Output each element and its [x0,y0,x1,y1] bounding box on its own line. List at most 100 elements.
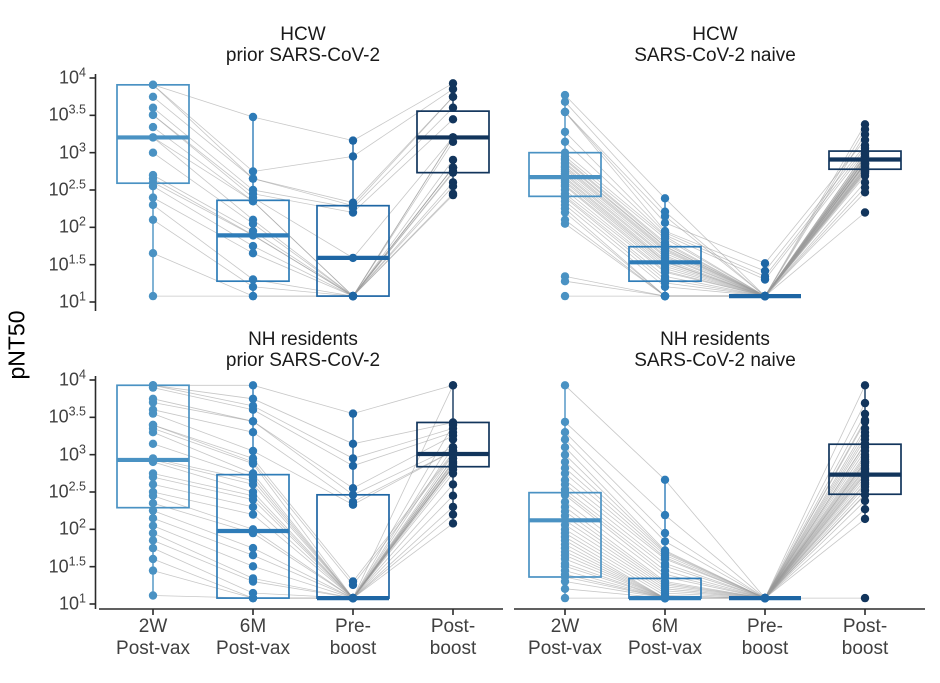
data-point [860,159,870,168]
data-point [660,218,670,227]
data-point [148,110,158,120]
subject-trajectory-line [152,167,454,297]
subject-trajectory-line [152,194,454,297]
subject-trajectory-line [153,384,454,415]
data-point [860,469,870,478]
data-point [148,514,158,523]
x-tick-label-line: Pre- [747,616,783,637]
data-point [248,275,258,284]
data-point [248,381,258,390]
data-point [248,459,258,468]
data-point [560,208,570,217]
subject-trajectory-line [152,387,454,467]
data-point [560,435,570,444]
data-point [560,577,570,586]
data-point [860,514,870,524]
subject-trajectory-line [152,424,454,599]
data-point [448,491,458,500]
data-point [448,92,458,102]
subject-trajectory-line [152,409,454,503]
data-point [148,591,158,600]
data-point [148,148,158,157]
data-point [560,450,570,459]
subject-trajectory-line [152,107,454,209]
subject-trajectory-line [564,458,866,599]
data-point [248,417,258,426]
data-point [660,212,670,221]
data-point [660,537,670,546]
data-point [560,428,570,437]
data-point [148,472,158,482]
data-point [148,566,158,575]
data-point [248,480,258,489]
data-point [448,168,458,177]
data-point [248,446,258,456]
data-point [448,502,458,512]
x-tick-label-line: Post- [842,616,888,637]
data-point [560,97,570,107]
data-point [348,454,358,463]
x-tick-label-line: Post- [430,616,476,637]
data-point [148,103,158,112]
panel-title-line: HCW [280,24,326,45]
panel-title-nh-prior: NH residents prior SARS-CoV-2 [143,329,463,371]
data-point [860,208,870,217]
x-tick-label: Pre-boost [291,616,415,660]
data-point [248,197,258,206]
data-point [248,219,258,228]
y-tick-label: 102 [59,516,86,539]
subject-trajectory-line [152,137,454,297]
subject-trajectory-line [152,84,454,204]
subject-trajectory-line [564,463,866,599]
x-tick-label: Post-boost [391,616,515,660]
data-point [348,409,358,418]
data-point [248,231,258,240]
data-point [348,253,358,263]
subject-trajectory-line [564,413,866,599]
y-tick-label: 104 [59,367,86,390]
data-point [248,241,258,251]
subject-trajectory-line [564,175,866,297]
panel-title-line: prior SARS-CoV-2 [225,45,381,66]
subject-trajectory-line [564,111,866,272]
data-point [248,428,258,437]
subject-trajectory-line [564,154,866,297]
subject-trajectory-line [152,167,454,297]
data-point [860,593,870,603]
panel-title-nh-naive: NH residents SARS-CoV-2 naive [555,329,875,371]
data-point [860,480,870,489]
subject-trajectory-line [564,111,866,264]
data-point [860,424,870,433]
subject-trajectory-line [152,458,454,599]
subject-trajectory-line [152,398,454,489]
x-tick-label-line: boost [741,638,789,659]
subject-trajectory-line [564,192,866,297]
subject-trajectory-line [152,424,454,583]
data-point [348,484,358,493]
subject-trajectory-line [152,473,454,599]
data-point [560,137,570,146]
data-point [560,107,570,117]
data-point [860,439,870,448]
data-point [348,136,358,145]
subject-trajectory-line [152,193,454,297]
subject-trajectory-line [564,131,866,277]
subject-trajectory-line [152,114,454,213]
subject-trajectory-line [152,510,454,599]
subject-trajectory-line [152,491,454,599]
data-point [660,475,670,484]
subject-trajectory-line [152,185,454,297]
subject-trajectory-line [564,187,866,297]
data-point [660,282,670,291]
data-point [560,277,570,286]
panel-title-line: SARS-CoV-2 naive [634,45,796,66]
subject-trajectory-line [564,471,866,599]
subject-trajectory-line [564,465,866,599]
data-point [248,174,258,183]
subject-trajectory-line [564,446,866,599]
data-point [560,291,570,301]
x-tick-label: 2W Post-vax [91,616,215,660]
box [316,204,390,297]
data-point [248,543,258,553]
